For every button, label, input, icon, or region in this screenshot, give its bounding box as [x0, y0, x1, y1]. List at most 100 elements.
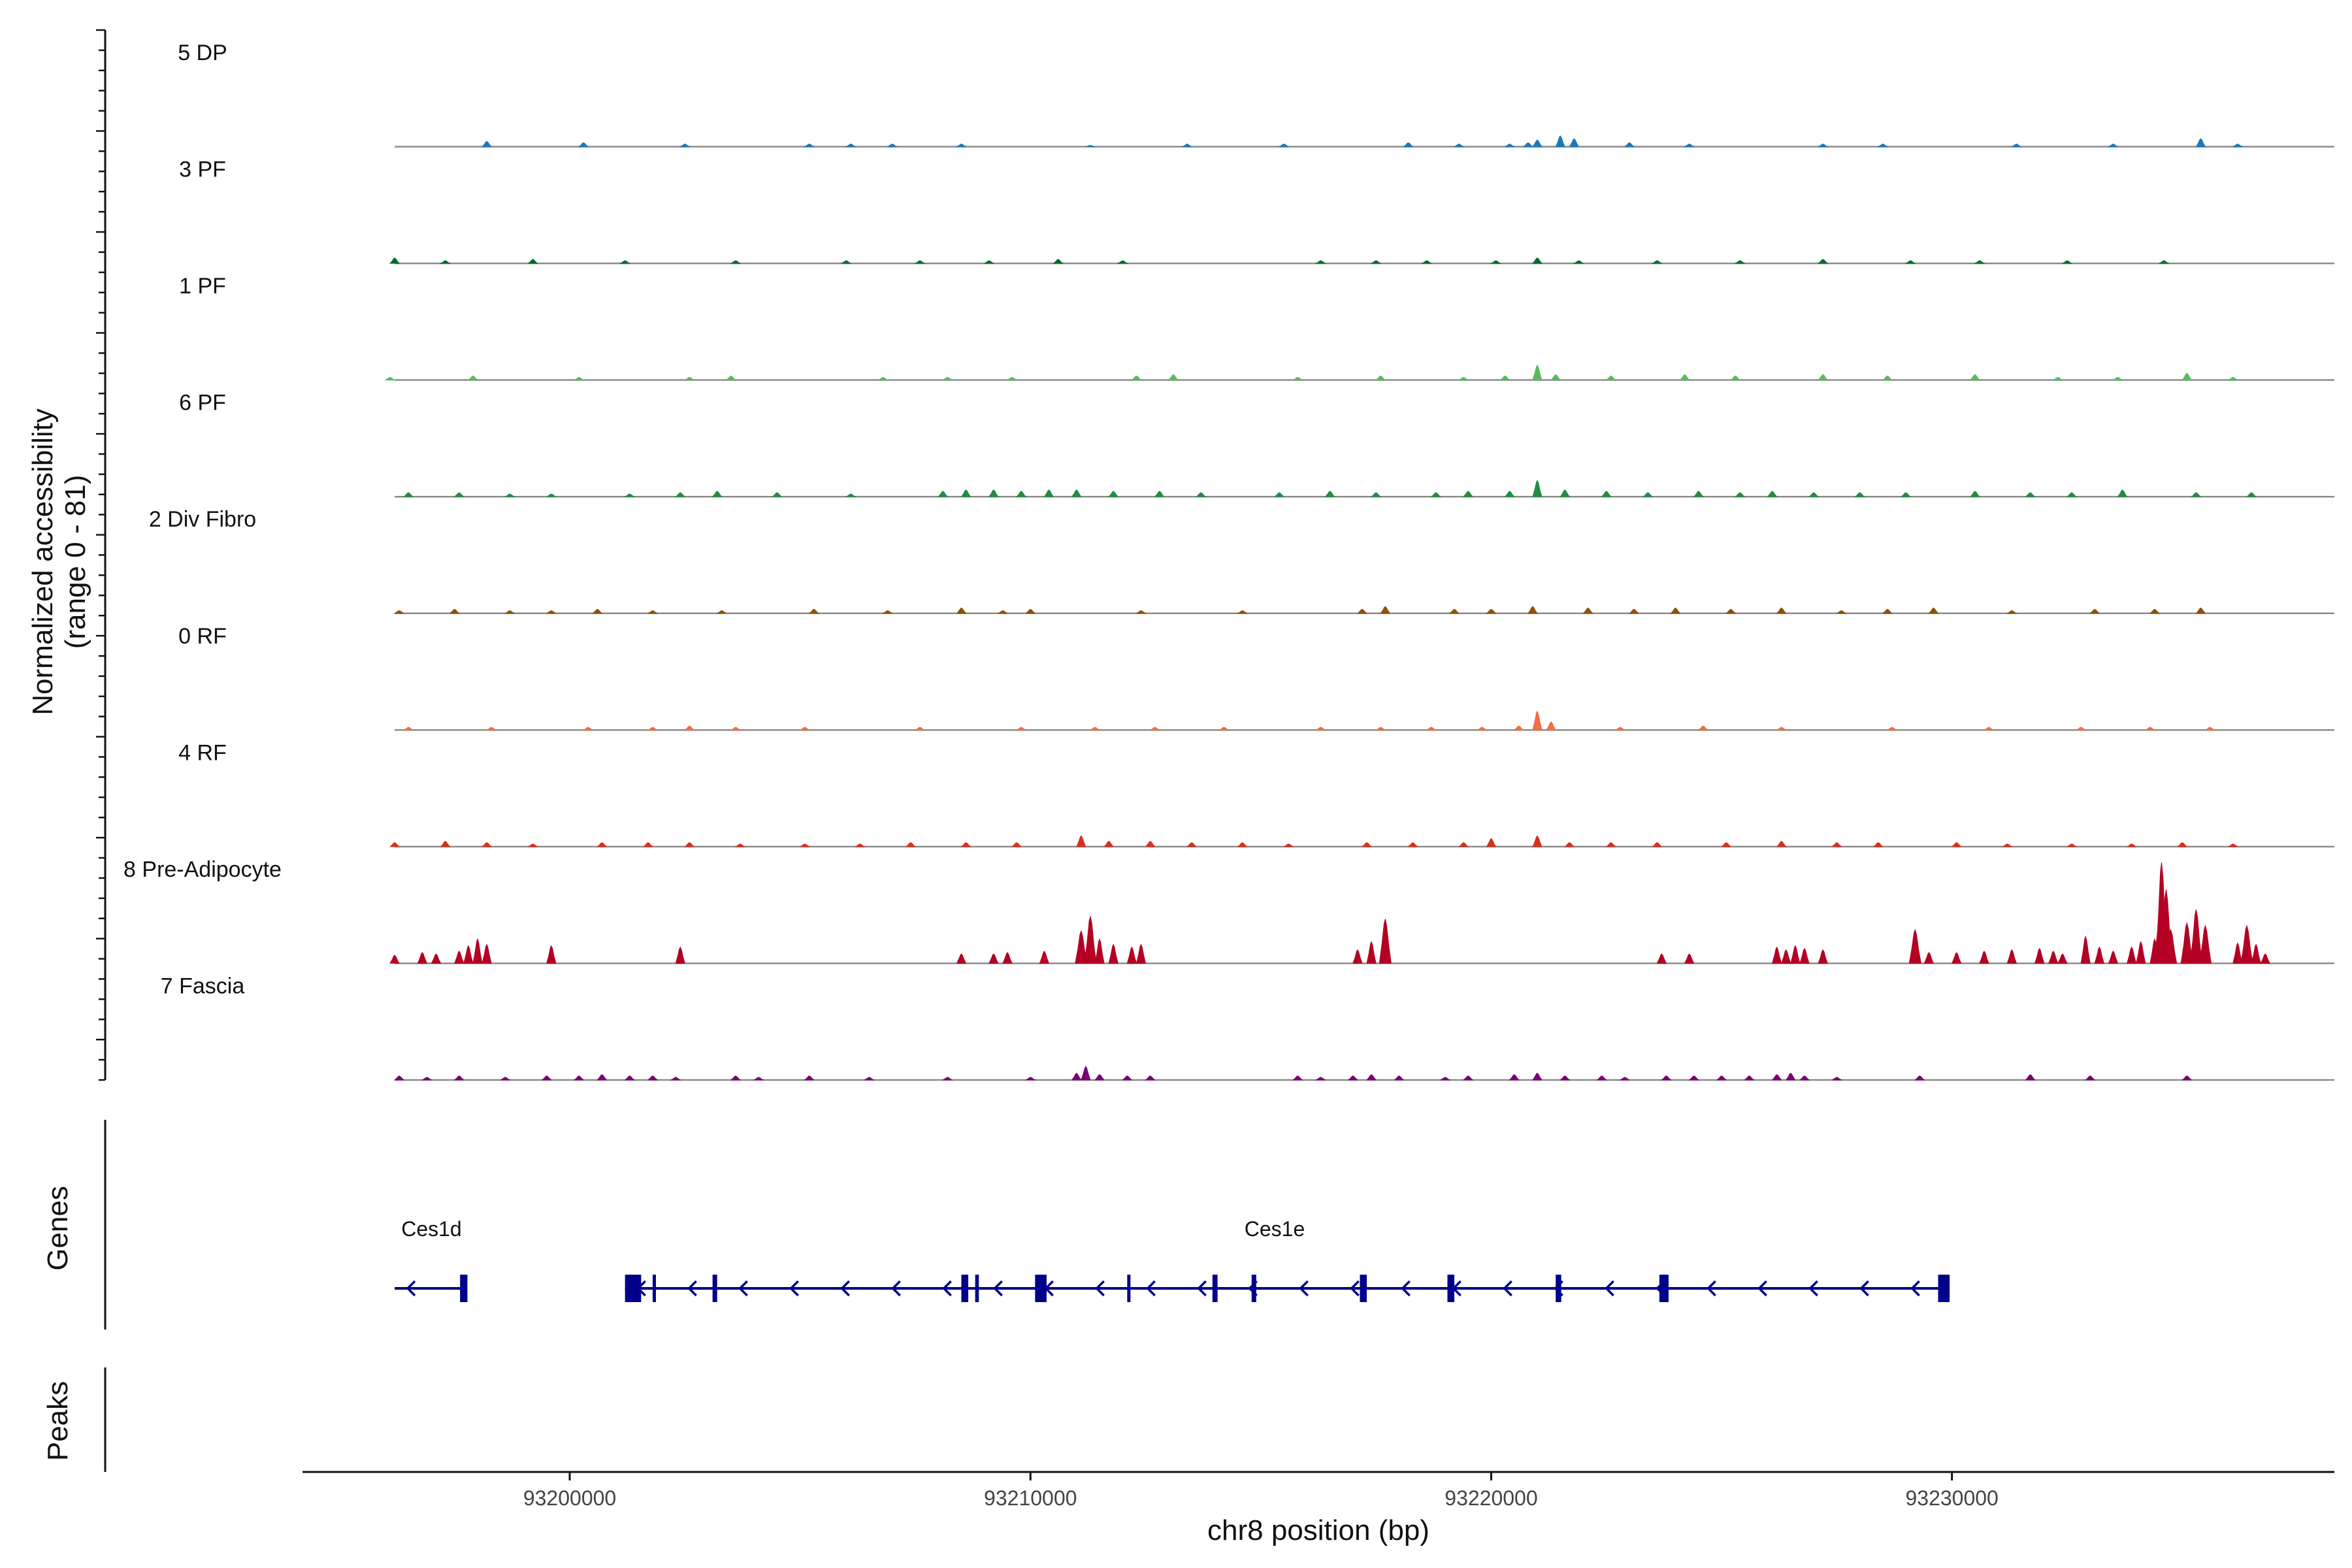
- coverage-peak: [840, 260, 853, 264]
- coverage-peak: [1799, 947, 1810, 964]
- coverage-peak: [914, 727, 926, 730]
- coverage-peak: [393, 610, 405, 614]
- track-label: 8 Pre-Adipocyte: [123, 857, 282, 882]
- coverage-peak: [1380, 606, 1391, 614]
- exon: [712, 1275, 717, 1302]
- coverage-peak: [1808, 492, 1820, 497]
- coverage-peak: [2066, 492, 2078, 497]
- coverage-peak: [623, 493, 636, 497]
- coverage-peak: [1744, 1075, 1755, 1081]
- coverage-peak: [960, 842, 972, 847]
- coverage-peak: [1697, 725, 1709, 730]
- coverage-peak: [504, 610, 516, 614]
- coverage-peak: [1024, 1077, 1037, 1081]
- coverage-peak: [2127, 946, 2137, 964]
- coverage-peak: [1002, 952, 1013, 964]
- coverage-peak: [956, 953, 967, 964]
- exon: [1938, 1275, 1950, 1302]
- coverage-peak: [1039, 951, 1050, 964]
- coverage-peak: [591, 609, 603, 614]
- coverage-peak: [1720, 842, 1732, 847]
- coverage-peak: [2158, 260, 2170, 264]
- coverage-peak: [2006, 610, 2018, 614]
- coverage-peak: [1420, 260, 1433, 264]
- track-4-rf: 4 RF: [178, 740, 2334, 848]
- coverage-peak: [1729, 375, 1741, 381]
- exon: [1127, 1275, 1131, 1302]
- coverage-peak: [1356, 609, 1368, 614]
- coverage-peak: [1043, 489, 1054, 497]
- coverage-peak: [1076, 835, 1086, 847]
- coverage-peak: [1094, 938, 1105, 964]
- coverage-peak: [1532, 710, 1543, 730]
- x-tick-label: 93220000: [1445, 1486, 1537, 1510]
- coverage-y-ticks: [96, 29, 105, 1081]
- coverage-peak: [1605, 375, 1617, 381]
- coverage-peak: [1831, 1077, 1843, 1081]
- coverage-peak: [1531, 257, 1543, 264]
- track-label: 3 PF: [179, 157, 226, 182]
- coverage-peak: [2010, 143, 2023, 148]
- coverage-peak: [1145, 841, 1156, 847]
- coverage-peak: [2195, 138, 2206, 148]
- coverage-peak: [1370, 492, 1382, 497]
- coverage-peak: [2240, 924, 2253, 964]
- coverage-peak: [1282, 843, 1294, 847]
- coverage-peak: [1278, 143, 1290, 148]
- coverage-peak: [1131, 375, 1142, 381]
- coverage-peak: [1117, 260, 1129, 264]
- coverage-peak: [1273, 492, 1285, 497]
- coverage-peak: [679, 143, 691, 148]
- coverage-peak: [1486, 838, 1497, 847]
- gene-ces1d: Ces1d: [395, 1217, 468, 1302]
- coverage-peak: [730, 1075, 742, 1081]
- track-1-pf: 1 PF: [179, 274, 2334, 381]
- coverage-peak: [1799, 1075, 1810, 1081]
- coverage-peak: [1716, 1075, 1727, 1081]
- strand-arrow: [687, 1280, 697, 1297]
- coverage-peak: [1882, 609, 1893, 614]
- coverage-peak: [1904, 260, 1917, 264]
- coverage-peak: [1347, 1075, 1359, 1081]
- coverage-peak: [1292, 1075, 1303, 1081]
- coverage-peak: [1370, 260, 1382, 264]
- coverage-peak: [1135, 943, 1147, 964]
- coverage-peak: [2025, 1074, 2036, 1081]
- track-2-div-fibro: 2 Div Fibro: [149, 507, 2334, 615]
- coverage-peak: [504, 493, 516, 497]
- coverage-peak: [1011, 842, 1022, 847]
- coverage-peak: [1236, 610, 1249, 614]
- coverage-peak: [881, 610, 894, 614]
- strand-arrow: [1859, 1280, 1869, 1297]
- strand-arrow: [1197, 1280, 1207, 1297]
- coverage-peak: [1651, 260, 1663, 264]
- coverage-peak: [914, 260, 926, 264]
- coverage-peak: [541, 1075, 553, 1081]
- coverage-peak: [453, 1075, 465, 1081]
- coverage-peak: [1951, 842, 1963, 847]
- coverage-peak: [1375, 727, 1387, 730]
- coverage-peak: [2191, 492, 2202, 497]
- coverage-peak: [988, 953, 999, 964]
- coverage-peak: [467, 375, 479, 381]
- coverage-peak: [863, 1077, 875, 1081]
- coverage-peak: [389, 955, 400, 964]
- coverage-peak: [1315, 260, 1327, 264]
- coverage-peak: [938, 491, 949, 497]
- coverage-peak: [1969, 491, 1980, 497]
- coverage-peak: [1499, 375, 1511, 381]
- coverage-peak: [417, 952, 428, 964]
- coverage-peak: [1121, 1075, 1133, 1081]
- coverage-peak: [684, 842, 695, 847]
- coverage-peak: [1735, 492, 1746, 497]
- coverage-peak: [1513, 725, 1525, 730]
- coverage-peak: [1569, 138, 1580, 148]
- coverage-peak: [1154, 491, 1165, 497]
- coverage-peak: [573, 377, 585, 381]
- coverage-peak: [1527, 606, 1538, 614]
- coverage-peak: [1776, 608, 1787, 614]
- coverage-peak: [1024, 609, 1036, 614]
- coverage-peak: [1560, 1075, 1571, 1081]
- y-axis-title-line1: Normalized accessibility: [27, 408, 59, 715]
- coverage-peak: [1126, 946, 1137, 964]
